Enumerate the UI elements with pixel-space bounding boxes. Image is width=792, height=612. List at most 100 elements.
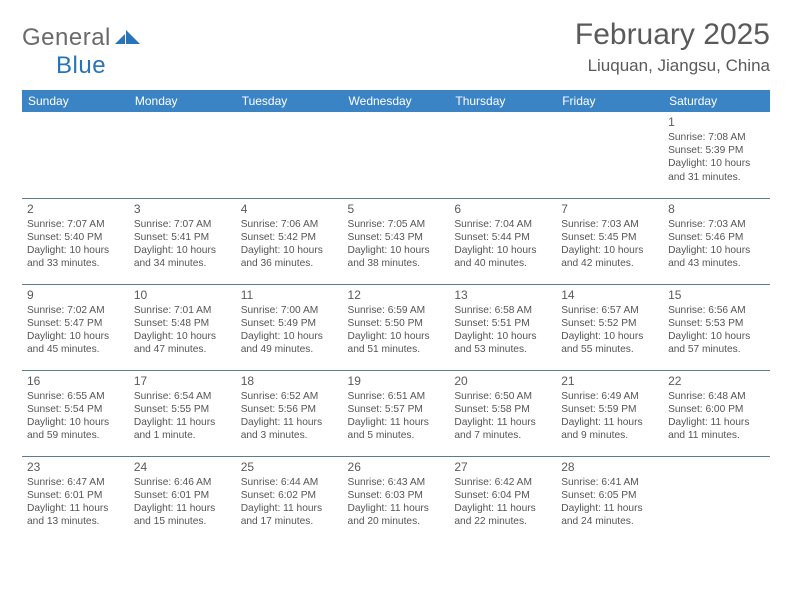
daylight-text: Daylight: 10 hours and 53 minutes.	[454, 330, 551, 356]
sunset-text: Sunset: 5:58 PM	[454, 403, 551, 416]
day-number: 3	[134, 202, 231, 217]
calendar-week-row: 9Sunrise: 7:02 AMSunset: 5:47 PMDaylight…	[22, 284, 770, 370]
calendar-week-row: 23Sunrise: 6:47 AMSunset: 6:01 PMDayligh…	[22, 456, 770, 542]
daylight-text: Daylight: 11 hours and 15 minutes.	[134, 502, 231, 528]
calendar-header-row: SundayMondayTuesdayWednesdayThursdayFrid…	[22, 90, 770, 112]
sunset-text: Sunset: 5:56 PM	[241, 403, 338, 416]
daylight-text: Daylight: 10 hours and 31 minutes.	[668, 157, 765, 183]
calendar-day-cell	[663, 456, 770, 542]
sunset-text: Sunset: 5:51 PM	[454, 317, 551, 330]
sunset-text: Sunset: 6:02 PM	[241, 489, 338, 502]
brand-text-1: General	[22, 24, 111, 52]
daylight-text: Daylight: 11 hours and 17 minutes.	[241, 502, 338, 528]
day-number: 18	[241, 374, 338, 389]
calendar-day-cell: 28Sunrise: 6:41 AMSunset: 6:05 PMDayligh…	[556, 456, 663, 542]
sunrise-text: Sunrise: 7:02 AM	[27, 304, 124, 317]
sunset-text: Sunset: 5:50 PM	[348, 317, 445, 330]
weekday-header: Wednesday	[343, 90, 450, 112]
calendar-week-row: 1Sunrise: 7:08 AMSunset: 5:39 PMDaylight…	[22, 112, 770, 198]
calendar-day-cell: 5Sunrise: 7:05 AMSunset: 5:43 PMDaylight…	[343, 198, 450, 284]
title-block: February 2025 Liuquan, Jiangsu, China	[575, 18, 770, 76]
calendar-day-cell: 11Sunrise: 7:00 AMSunset: 5:49 PMDayligh…	[236, 284, 343, 370]
day-number: 7	[561, 202, 658, 217]
daylight-text: Daylight: 10 hours and 49 minutes.	[241, 330, 338, 356]
sunset-text: Sunset: 5:46 PM	[668, 231, 765, 244]
calendar-body: 1Sunrise: 7:08 AMSunset: 5:39 PMDaylight…	[22, 112, 770, 542]
sunrise-text: Sunrise: 6:41 AM	[561, 476, 658, 489]
sunrise-text: Sunrise: 6:42 AM	[454, 476, 551, 489]
calendar-day-cell	[22, 112, 129, 198]
day-number: 2	[27, 202, 124, 217]
daylight-text: Daylight: 11 hours and 22 minutes.	[454, 502, 551, 528]
day-number: 23	[27, 460, 124, 475]
calendar-day-cell: 24Sunrise: 6:46 AMSunset: 6:01 PMDayligh…	[129, 456, 236, 542]
sunrise-text: Sunrise: 6:59 AM	[348, 304, 445, 317]
daylight-text: Daylight: 10 hours and 33 minutes.	[27, 244, 124, 270]
sunrise-text: Sunrise: 6:56 AM	[668, 304, 765, 317]
day-number: 22	[668, 374, 765, 389]
brand-logo: General	[22, 24, 143, 52]
weekday-header: Thursday	[449, 90, 556, 112]
day-number: 20	[454, 374, 551, 389]
daylight-text: Daylight: 11 hours and 3 minutes.	[241, 416, 338, 442]
weekday-header: Saturday	[663, 90, 770, 112]
day-number: 19	[348, 374, 445, 389]
daylight-text: Daylight: 10 hours and 36 minutes.	[241, 244, 338, 270]
calendar-day-cell: 1Sunrise: 7:08 AMSunset: 5:39 PMDaylight…	[663, 112, 770, 198]
sunset-text: Sunset: 5:40 PM	[27, 231, 124, 244]
sunrise-text: Sunrise: 6:48 AM	[668, 390, 765, 403]
daylight-text: Daylight: 11 hours and 5 minutes.	[348, 416, 445, 442]
sunset-text: Sunset: 5:41 PM	[134, 231, 231, 244]
day-number: 11	[241, 288, 338, 303]
daylight-text: Daylight: 10 hours and 45 minutes.	[27, 330, 124, 356]
daylight-text: Daylight: 10 hours and 57 minutes.	[668, 330, 765, 356]
sunset-text: Sunset: 5:47 PM	[27, 317, 124, 330]
sunrise-text: Sunrise: 7:00 AM	[241, 304, 338, 317]
daylight-text: Daylight: 11 hours and 7 minutes.	[454, 416, 551, 442]
calendar-table: SundayMondayTuesdayWednesdayThursdayFrid…	[22, 90, 770, 542]
daylight-text: Daylight: 11 hours and 20 minutes.	[348, 502, 445, 528]
month-title: February 2025	[575, 18, 770, 52]
sunset-text: Sunset: 5:57 PM	[348, 403, 445, 416]
sunrise-text: Sunrise: 7:08 AM	[668, 131, 765, 144]
daylight-text: Daylight: 10 hours and 59 minutes.	[27, 416, 124, 442]
calendar-day-cell	[343, 112, 450, 198]
day-number: 16	[27, 374, 124, 389]
calendar-day-cell: 23Sunrise: 6:47 AMSunset: 6:01 PMDayligh…	[22, 456, 129, 542]
calendar-day-cell: 10Sunrise: 7:01 AMSunset: 5:48 PMDayligh…	[129, 284, 236, 370]
sunrise-text: Sunrise: 7:07 AM	[134, 218, 231, 231]
calendar-day-cell: 7Sunrise: 7:03 AMSunset: 5:45 PMDaylight…	[556, 198, 663, 284]
day-number: 9	[27, 288, 124, 303]
sunrise-text: Sunrise: 6:47 AM	[27, 476, 124, 489]
calendar-day-cell: 4Sunrise: 7:06 AMSunset: 5:42 PMDaylight…	[236, 198, 343, 284]
brand-text-2: Blue	[56, 52, 106, 80]
sunset-text: Sunset: 5:54 PM	[27, 403, 124, 416]
sunset-text: Sunset: 5:43 PM	[348, 231, 445, 244]
sunset-text: Sunset: 5:44 PM	[454, 231, 551, 244]
sunset-text: Sunset: 6:04 PM	[454, 489, 551, 502]
sunset-text: Sunset: 5:39 PM	[668, 144, 765, 157]
sunrise-text: Sunrise: 6:55 AM	[27, 390, 124, 403]
calendar-week-row: 16Sunrise: 6:55 AMSunset: 5:54 PMDayligh…	[22, 370, 770, 456]
day-number: 8	[668, 202, 765, 217]
location-subtitle: Liuquan, Jiangsu, China	[575, 56, 770, 76]
sunrise-text: Sunrise: 7:03 AM	[561, 218, 658, 231]
daylight-text: Daylight: 10 hours and 43 minutes.	[668, 244, 765, 270]
daylight-text: Daylight: 10 hours and 34 minutes.	[134, 244, 231, 270]
weekday-header: Sunday	[22, 90, 129, 112]
calendar-week-row: 2Sunrise: 7:07 AMSunset: 5:40 PMDaylight…	[22, 198, 770, 284]
daylight-text: Daylight: 11 hours and 1 minute.	[134, 416, 231, 442]
calendar-day-cell: 18Sunrise: 6:52 AMSunset: 5:56 PMDayligh…	[236, 370, 343, 456]
calendar-day-cell: 9Sunrise: 7:02 AMSunset: 5:47 PMDaylight…	[22, 284, 129, 370]
sunrise-text: Sunrise: 6:51 AM	[348, 390, 445, 403]
weekday-header: Tuesday	[236, 90, 343, 112]
calendar-day-cell: 20Sunrise: 6:50 AMSunset: 5:58 PMDayligh…	[449, 370, 556, 456]
calendar-day-cell: 22Sunrise: 6:48 AMSunset: 6:00 PMDayligh…	[663, 370, 770, 456]
brand-mark-icon	[115, 27, 141, 50]
calendar-day-cell: 6Sunrise: 7:04 AMSunset: 5:44 PMDaylight…	[449, 198, 556, 284]
weekday-header: Friday	[556, 90, 663, 112]
sunrise-text: Sunrise: 6:57 AM	[561, 304, 658, 317]
calendar-day-cell: 17Sunrise: 6:54 AMSunset: 5:55 PMDayligh…	[129, 370, 236, 456]
daylight-text: Daylight: 11 hours and 9 minutes.	[561, 416, 658, 442]
calendar-day-cell: 19Sunrise: 6:51 AMSunset: 5:57 PMDayligh…	[343, 370, 450, 456]
